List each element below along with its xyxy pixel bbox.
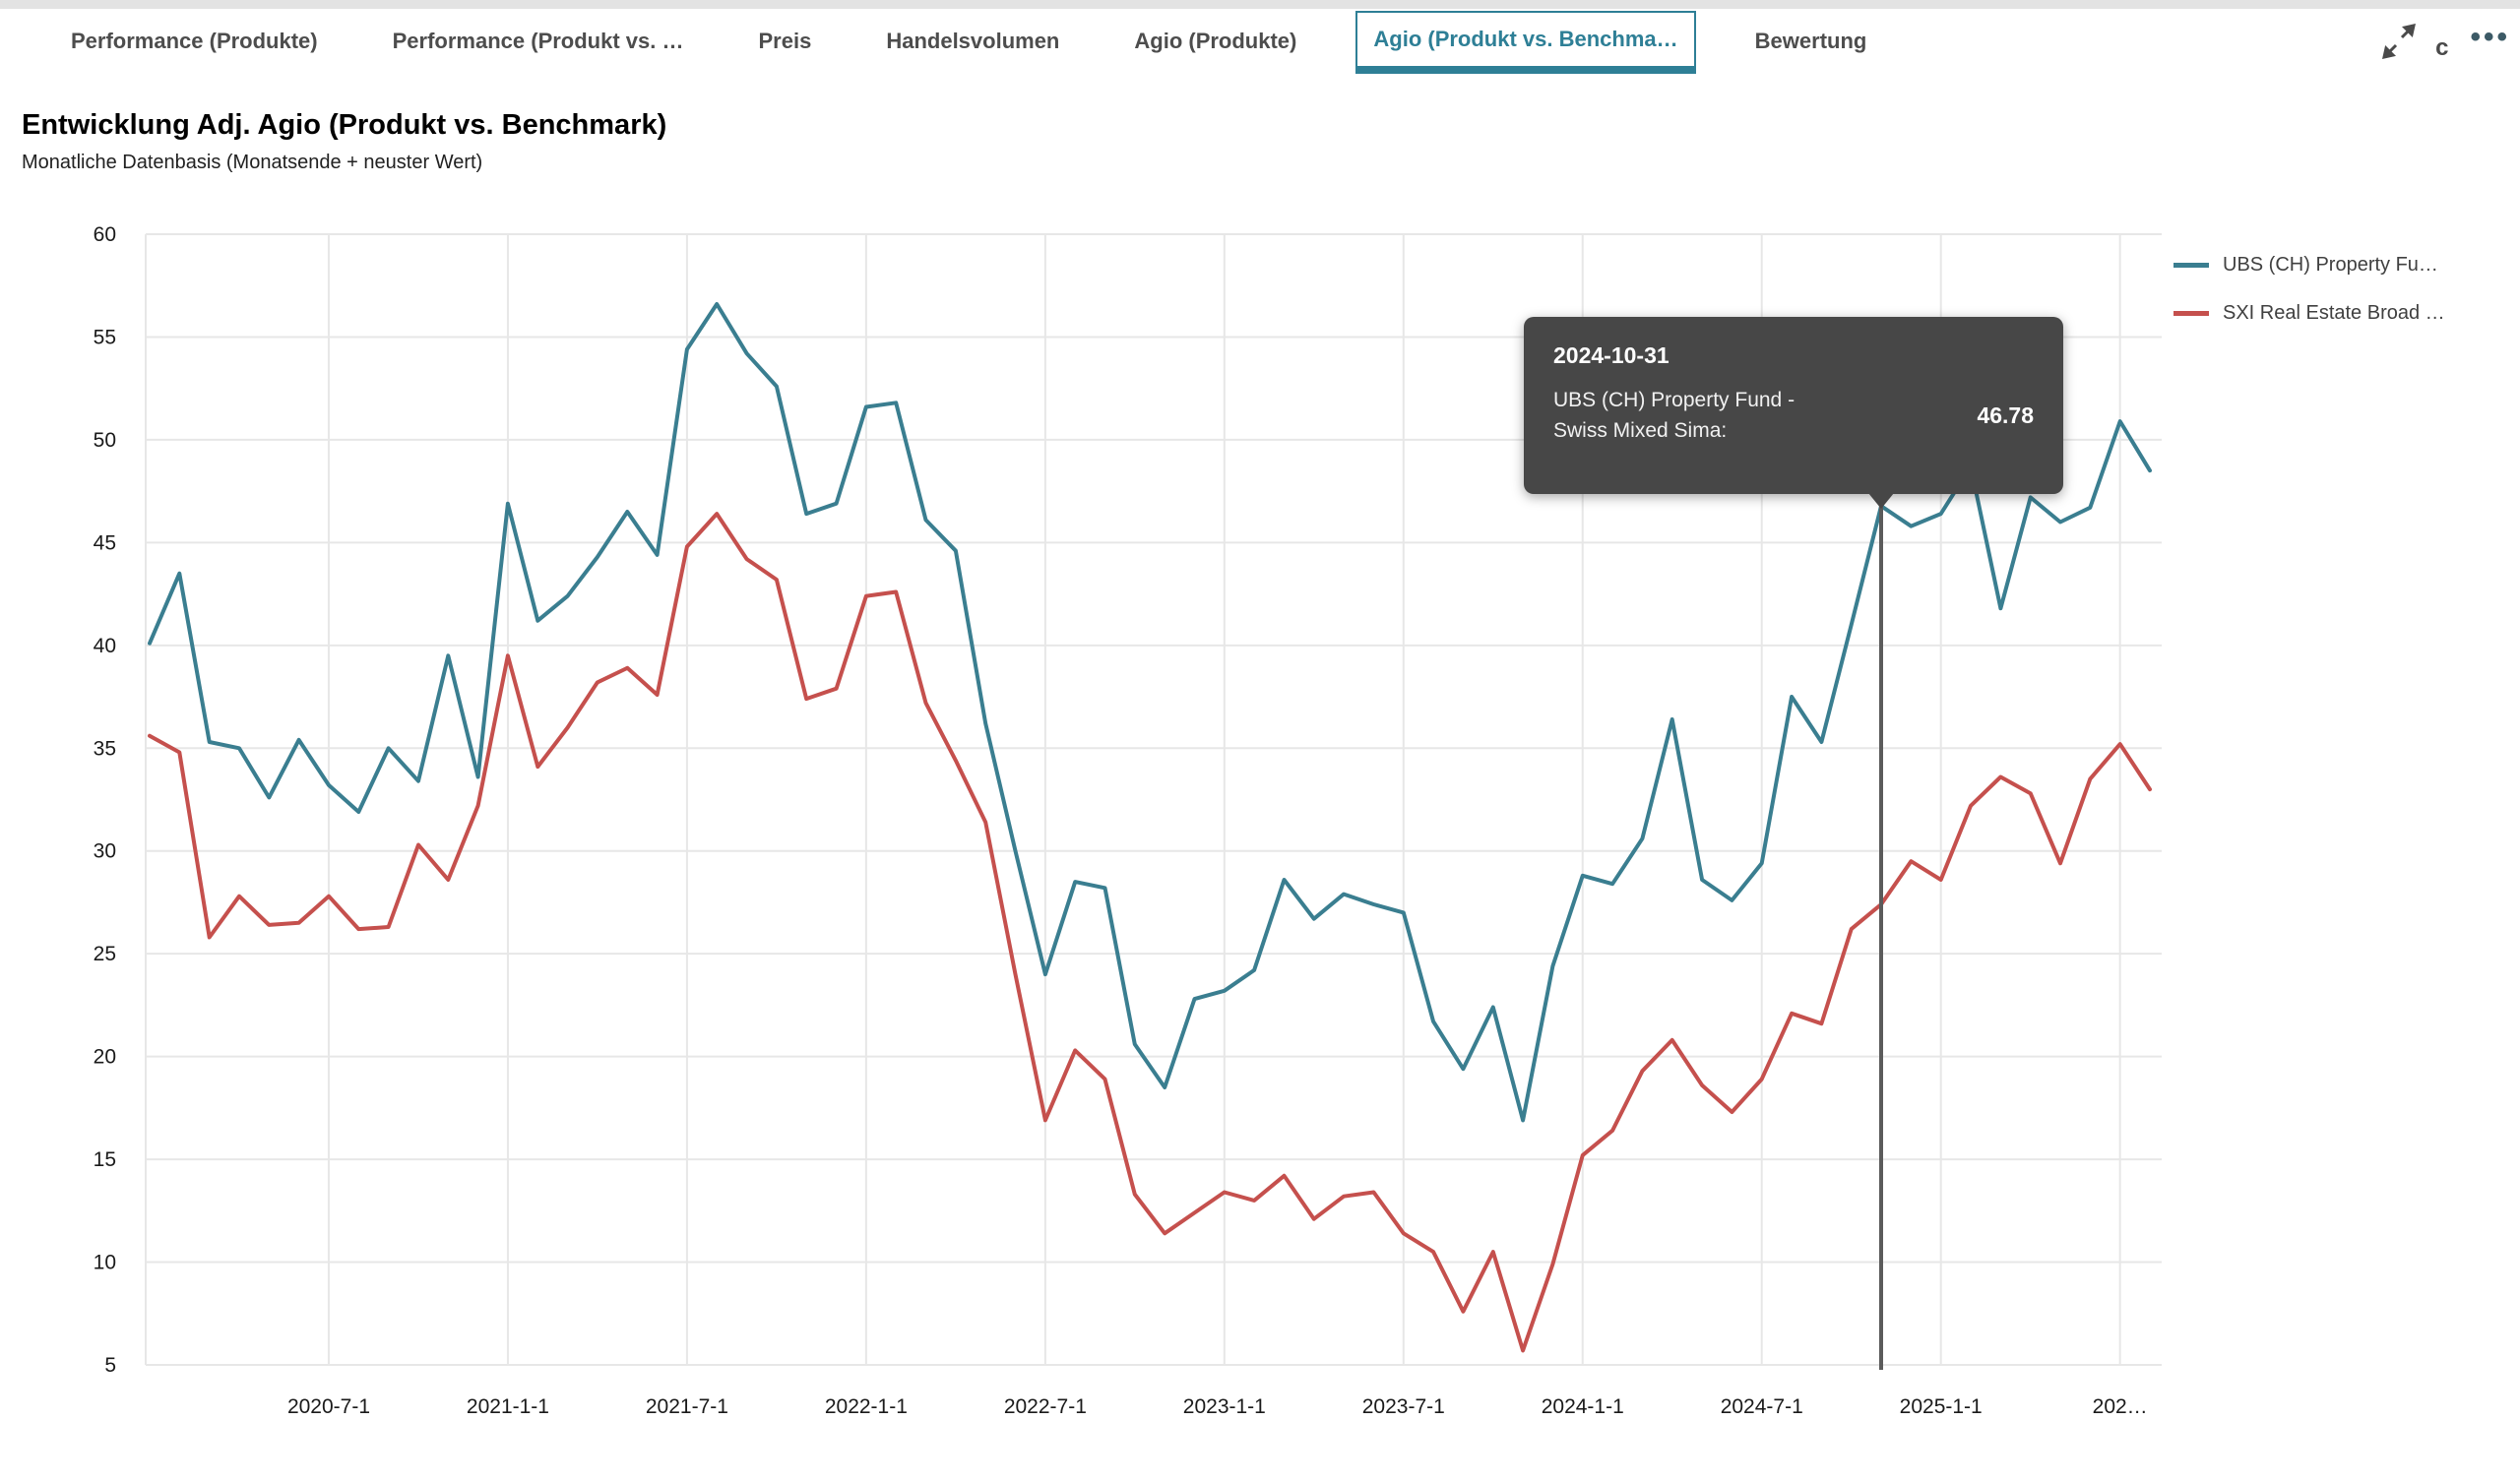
svg-text:20: 20 xyxy=(94,1046,116,1069)
tab-performance-produkte[interactable]: Performance (Produkte) xyxy=(71,29,318,53)
svg-text:45: 45 xyxy=(94,531,116,554)
svg-text:40: 40 xyxy=(94,635,116,657)
legend-item-0[interactable]: UBS (CH) Property Fu… xyxy=(2174,254,2445,277)
svg-text:2025-1-1: 2025-1-1 xyxy=(1900,1395,1983,1418)
tab-bar-icons: c ••• xyxy=(2380,9,2520,74)
svg-text:55: 55 xyxy=(94,326,116,348)
series-line-0[interactable] xyxy=(148,302,2152,1123)
svg-text:2023-7-1: 2023-7-1 xyxy=(1362,1395,1445,1418)
window-top-strip xyxy=(0,0,2520,9)
svg-text:35: 35 xyxy=(94,737,116,760)
legend-item-1[interactable]: SXI Real Estate Broad … xyxy=(2174,302,2445,325)
x-axis-labels: 2020-7-1 2021-1-1 2021-7-1 2022-1-1 2022-7-1… xyxy=(287,1395,2148,1418)
tab-agio-produkte[interactable]: Agio (Produkte) xyxy=(1134,29,1297,53)
tab-preis[interactable]: Preis xyxy=(758,29,812,53)
clock-icon[interactable]: c xyxy=(2435,34,2449,61)
svg-text:2022-1-1: 2022-1-1 xyxy=(825,1395,908,1418)
tooltip-row: UBS (CH) Property Fund - Swiss Mixed Sim… xyxy=(1553,385,2034,446)
svg-text:202…: 202… xyxy=(2093,1395,2148,1418)
svg-text:2023-1-1: 2023-1-1 xyxy=(1183,1395,1266,1418)
tab-agio-produkt-vs-benchmark[interactable]: Agio (Produkt vs. Benchma… xyxy=(1355,11,1696,74)
page-subtitle: Monatliche Datenbasis (Monatsende + neus… xyxy=(22,152,483,173)
svg-text:30: 30 xyxy=(94,840,116,863)
tooltip-date: 2024-10-31 xyxy=(1553,342,1670,368)
legend-swatch xyxy=(2174,263,2209,268)
tooltip-value: 46.78 xyxy=(1977,402,2034,428)
legend-label: UBS (CH) Property Fu… xyxy=(2223,254,2438,276)
svg-text:2024-1-1: 2024-1-1 xyxy=(1542,1395,1624,1418)
svg-text:2020-7-1: 2020-7-1 xyxy=(287,1395,370,1418)
tab-performance-produkt-vs[interactable]: Performance (Produkt vs. … xyxy=(392,29,684,53)
tab-handelsvolumen[interactable]: Handelsvolumen xyxy=(886,29,1060,53)
svg-text:50: 50 xyxy=(94,429,116,452)
series-line-1[interactable] xyxy=(148,512,2152,1353)
highlight-vertical-line xyxy=(1879,490,1884,1370)
chart-legend: UBS (CH) Property Fu… SXI Real Estate Bro… xyxy=(2174,254,2445,350)
collapse-expand-icon[interactable] xyxy=(2380,20,2420,63)
svg-text:60: 60 xyxy=(94,223,116,246)
svg-text:15: 15 xyxy=(94,1148,116,1171)
tooltip: 2024-10-31 UBS (CH) Property Fund - Swis… xyxy=(1524,317,2063,509)
y-axis-labels: 5 10 15 20 25 30 35 40 45 50 55 60 xyxy=(94,223,116,1377)
tooltip-series-label: UBS (CH) Property Fund - Swiss Mixed Sim… xyxy=(1553,389,1796,442)
chart-header: Entwicklung Adj. Agio (Produkt vs. Bench… xyxy=(0,74,2520,174)
more-options-icon[interactable]: ••• xyxy=(2470,21,2510,53)
svg-text:10: 10 xyxy=(94,1252,116,1274)
legend-label: SXI Real Estate Broad … xyxy=(2223,302,2445,324)
gridlines xyxy=(145,233,2162,1366)
svg-text:25: 25 xyxy=(94,943,116,965)
svg-text:2021-7-1: 2021-7-1 xyxy=(646,1395,728,1418)
tab-bewertung[interactable]: Bewertung xyxy=(1754,29,1867,53)
legend-swatch xyxy=(2174,311,2209,316)
page-title: Entwicklung Adj. Agio (Produkt vs. Bench… xyxy=(22,109,667,141)
svg-text:5: 5 xyxy=(104,1354,116,1377)
svg-text:2024-7-1: 2024-7-1 xyxy=(1721,1395,1803,1418)
tooltip-pointer xyxy=(1868,493,1895,509)
diagonal-arrows-glyph xyxy=(2382,24,2417,59)
tab-bar: Performance (Produkte) Performance (Produ… xyxy=(0,9,2520,74)
svg-text:2021-1-1: 2021-1-1 xyxy=(467,1395,549,1418)
svg-text:2022-7-1: 2022-7-1 xyxy=(1004,1395,1087,1418)
